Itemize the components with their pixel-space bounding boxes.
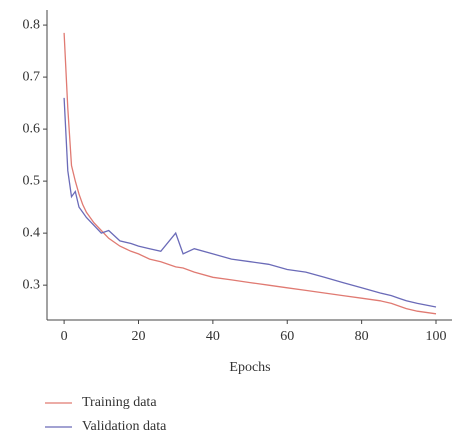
- series-line: [63, 32, 437, 315]
- x-tick-label: 40: [206, 329, 220, 344]
- x-tick-label: 80: [355, 329, 369, 344]
- series-line: [63, 97, 437, 308]
- y-tick-label: 0.7: [23, 69, 41, 84]
- y-tick-label: 0.3: [23, 277, 41, 292]
- legend-label: Training data: [82, 395, 157, 410]
- y-tick-label: 0.6: [23, 121, 41, 136]
- x-tick-label: 100: [426, 329, 447, 344]
- x-tick-label: 0: [61, 329, 68, 344]
- y-tick-label: 0.4: [23, 225, 41, 240]
- y-tick-label: 0.8: [23, 17, 41, 32]
- x-tick-label: 60: [280, 329, 294, 344]
- legend-label: Validation data: [82, 419, 167, 434]
- x-axis-label: Epochs: [229, 360, 270, 375]
- x-tick-label: 20: [131, 329, 145, 344]
- y-tick-label: 0.5: [23, 173, 41, 188]
